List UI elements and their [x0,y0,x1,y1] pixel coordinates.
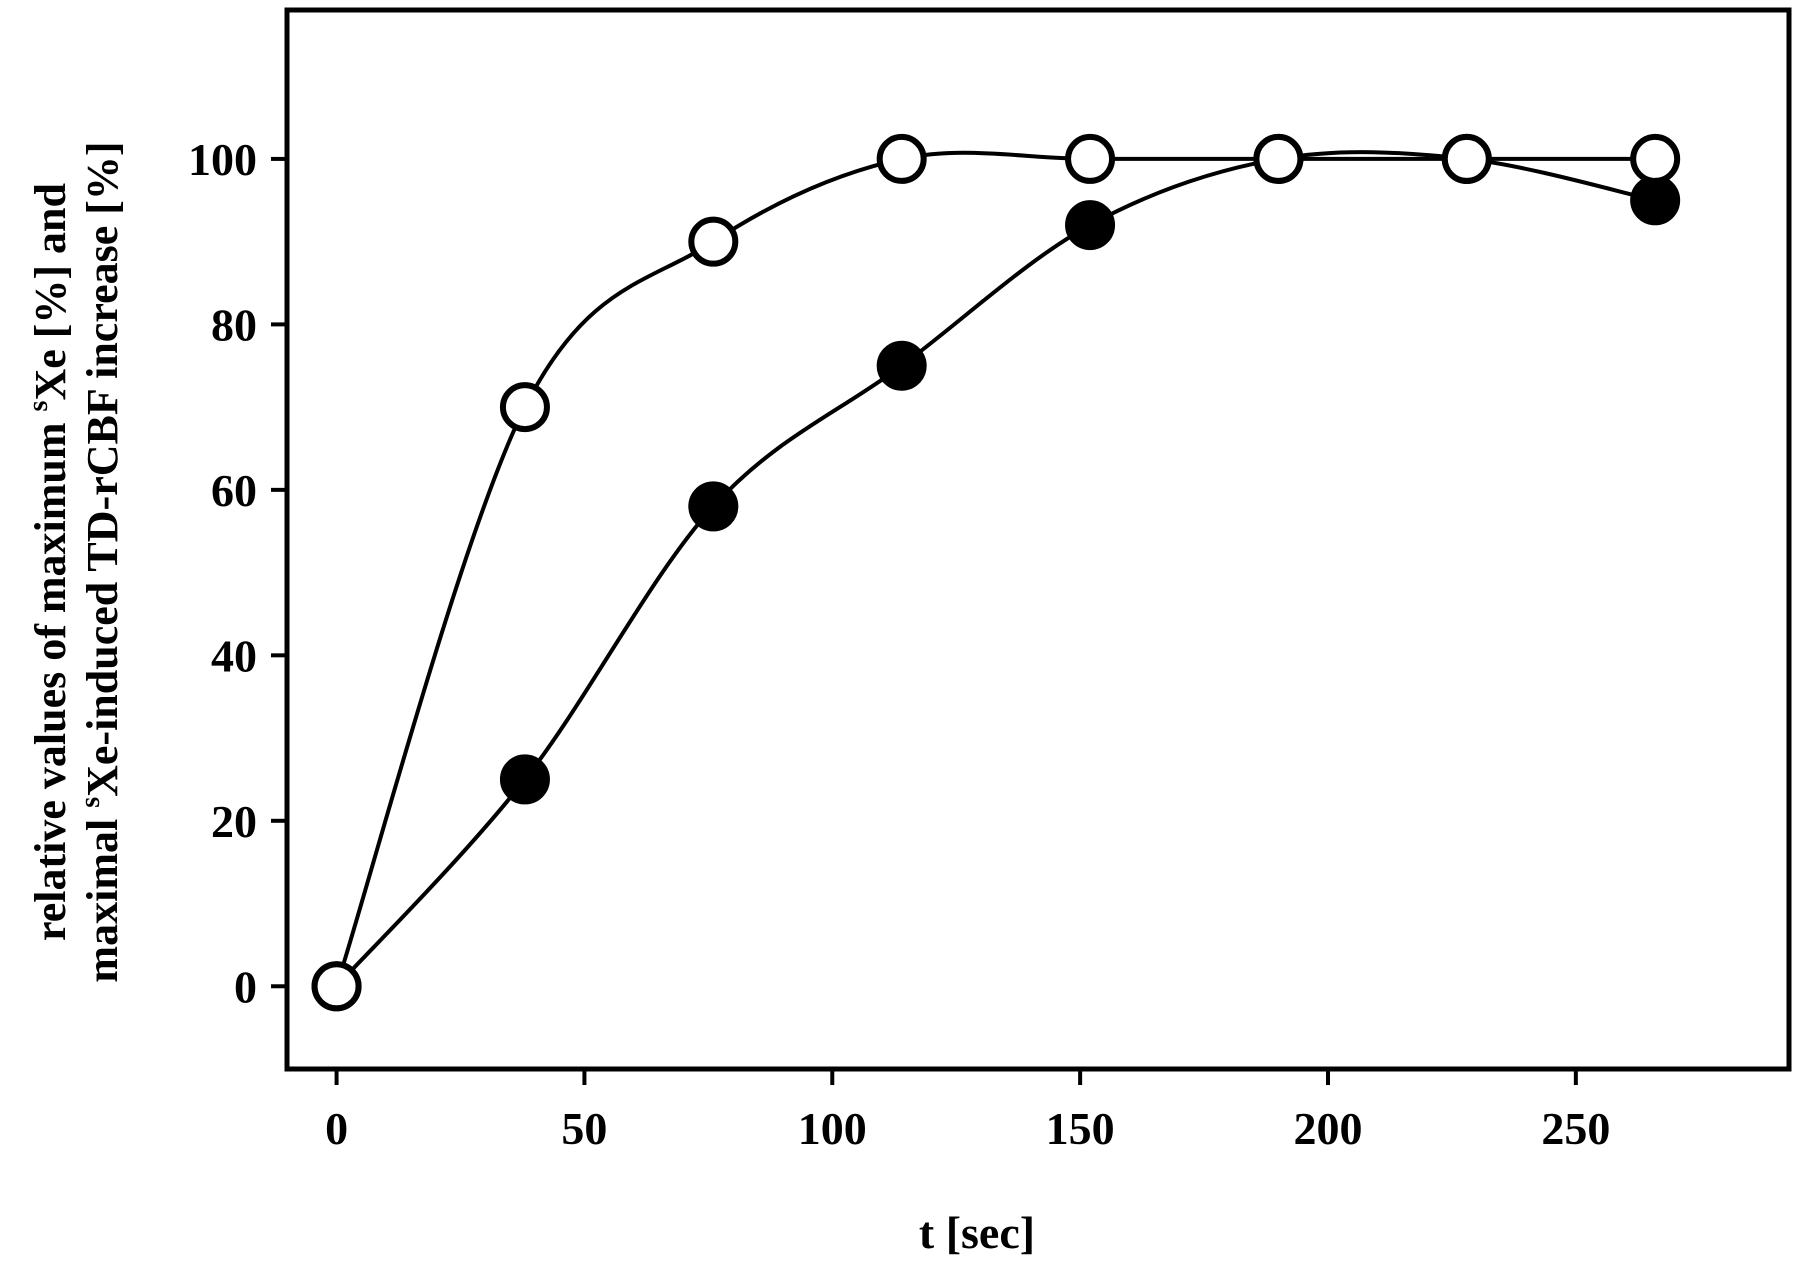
plot-frame [284,7,1792,1072]
x-tick-label: 200 [1293,1103,1362,1154]
y-tick-label: 60 [211,465,257,516]
y-tick-label: 100 [188,134,257,185]
y-axis-title-line2: maximal sXe-induced TD-rCBF increase [%] [75,141,127,982]
open-circle-point [1065,133,1116,184]
x-tick-label: 150 [1046,1103,1115,1154]
x-tick-label: 100 [798,1103,867,1154]
open-circle-point [1630,133,1681,184]
y-tick-label: 0 [234,961,257,1012]
filled-circle-point [1630,175,1681,226]
x-tick-label: 0 [325,1103,348,1154]
y-axis-title: relative values of maximum sXe [%] and m… [23,141,127,982]
series-line-filled-circle [335,150,1656,988]
open-circle-point [1441,133,1492,184]
y-axis-title-line1: relative values of maximum sXe [%] and [23,183,75,941]
x-tick-label: 250 [1541,1103,1610,1154]
filled-circle-point [688,481,739,532]
y-tick-label: 40 [211,630,257,681]
series-lines [334,150,1656,988]
open-circle-point [876,133,927,184]
series-markers [311,133,1681,1012]
open-circle-point [688,216,739,267]
x-tick-label: 50 [561,1103,607,1154]
filled-circle-point [499,754,550,805]
y-tick-label: 20 [211,796,257,847]
series-line-open-circle [334,150,1656,987]
y-axis: 0 20 40 60 80 100 [188,134,287,1012]
open-circle-point [1253,133,1304,184]
filled-circle-point [876,340,927,391]
open-circle-point [499,382,550,433]
filled-circle-point [1065,200,1116,251]
open-circle-point [311,961,362,1012]
y-tick-label: 80 [211,299,257,350]
x-axis: 0 50 100 150 200 250 [325,1069,1610,1154]
x-axis-title: t [sec] [919,1207,1035,1258]
